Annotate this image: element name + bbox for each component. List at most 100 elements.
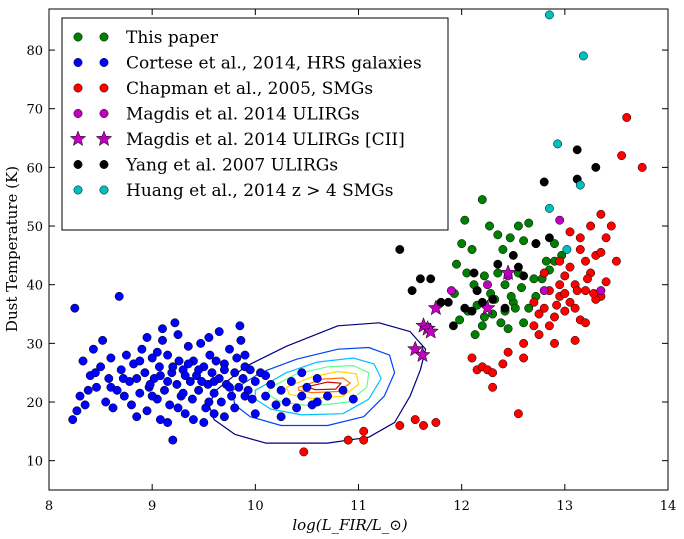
- scatter-point: [529, 274, 539, 284]
- scatter-point: [188, 415, 198, 425]
- x-axis-label: log(L_FIR/L_⊙): [292, 516, 407, 534]
- scatter-point: [194, 365, 204, 375]
- scatter-point: [250, 409, 260, 419]
- scatter-point: [88, 344, 98, 354]
- legend-item: Huang et al., 2014 z > 4 SMGs: [73, 181, 393, 201]
- scatter-point: [669, 93, 677, 101]
- scatter-point: [452, 259, 461, 269]
- scatter-point: [467, 245, 477, 254]
- scatter-point: [78, 356, 88, 366]
- scatter-point: [225, 344, 234, 354]
- scatter-point: [234, 382, 244, 392]
- scatter-point: [539, 268, 549, 278]
- scatter-point: [550, 338, 559, 348]
- scatter-point: [565, 262, 575, 272]
- scatter-point: [132, 374, 142, 383]
- scatter-point: [219, 365, 229, 375]
- scatter-point: [493, 230, 503, 240]
- scatter-point: [596, 247, 606, 257]
- scatter-point: [163, 350, 173, 360]
- scatter-point: [513, 262, 523, 272]
- scatter-point: [637, 162, 647, 172]
- scatter-point: [323, 391, 332, 401]
- y-tick-label: 50: [26, 220, 43, 235]
- scatter-point: [236, 335, 246, 345]
- scatter-point: [469, 268, 479, 278]
- scatter-point: [135, 388, 145, 398]
- legend-label: Yang et al. 2007 ULIRGs: [125, 156, 338, 176]
- star-point: [499, 264, 517, 281]
- scatter-point: [145, 379, 155, 389]
- scatter-point: [135, 356, 145, 366]
- scatter-point: [292, 403, 302, 413]
- scatter-point: [121, 350, 131, 360]
- scatter-point: [359, 435, 369, 445]
- scatter-point: [240, 350, 250, 360]
- scatter-point: [209, 388, 219, 398]
- series-5: [406, 264, 517, 363]
- scatter-point: [178, 388, 188, 398]
- scatter-point: [297, 391, 307, 401]
- legend-marker: [99, 32, 109, 42]
- scatter-point: [312, 397, 322, 407]
- scatter-point: [154, 362, 164, 372]
- legend-marker: [73, 83, 83, 93]
- scatter-point: [529, 321, 539, 331]
- axes: 8 9 10 11 12 13 14 10 20 30 40 50 60 70 80: [26, 9, 676, 514]
- scatter-point: [581, 286, 590, 296]
- scatter-point: [550, 312, 559, 322]
- scatter-point: [513, 221, 523, 231]
- scatter-point: [500, 280, 510, 290]
- scatter-point: [622, 113, 632, 122]
- legend-label: Cortese et al., 2014, HRS galaxies: [126, 54, 422, 74]
- scatter-point: [506, 291, 516, 301]
- scatter-point: [114, 291, 124, 301]
- scatter-point: [488, 294, 498, 304]
- legend-marker: [73, 32, 83, 42]
- scatter-point: [302, 382, 312, 392]
- legend-marker: [73, 160, 83, 169]
- scatter-point: [544, 203, 554, 213]
- scatter-point: [493, 259, 503, 269]
- scatter-point: [196, 338, 206, 348]
- scatter-point: [183, 359, 193, 369]
- scatter-point: [194, 385, 204, 395]
- scatter-point: [601, 277, 611, 287]
- scatter-point: [80, 400, 90, 410]
- scatter-point: [565, 297, 575, 307]
- scatter-point: [552, 300, 562, 310]
- star-point: [414, 346, 431, 363]
- scatter-point: [395, 245, 405, 254]
- scatter-point: [470, 330, 480, 340]
- scatter-point: [83, 385, 93, 395]
- scatter-point: [596, 286, 606, 296]
- scatter-point: [160, 385, 169, 395]
- scatter-point: [98, 335, 108, 345]
- scatter-point: [479, 312, 489, 322]
- x-tick-label: 12: [453, 499, 470, 514]
- scatter-point: [407, 286, 417, 296]
- series-3: [299, 93, 677, 457]
- series-6: [395, 145, 601, 331]
- scatter-point: [519, 271, 529, 281]
- scatter-point: [488, 368, 498, 378]
- scatter-point: [163, 418, 173, 427]
- scatter-point: [483, 280, 492, 290]
- scatter-point: [500, 303, 510, 313]
- scatter-point: [245, 365, 255, 375]
- scatter-point: [359, 426, 369, 436]
- scatter-point: [477, 297, 487, 307]
- scatter-point: [583, 274, 592, 284]
- scatter-point: [534, 330, 544, 340]
- scatter-point: [498, 245, 508, 254]
- scatter-point: [519, 318, 529, 328]
- legend-label: This paper: [126, 28, 219, 48]
- scatter-point: [70, 303, 80, 313]
- data-points: [68, 10, 677, 457]
- scatter-point: [572, 286, 582, 296]
- scatter-point: [155, 371, 165, 381]
- scatter-point: [586, 221, 596, 231]
- legend-item: This paper: [73, 28, 219, 48]
- scatter-point: [297, 368, 307, 378]
